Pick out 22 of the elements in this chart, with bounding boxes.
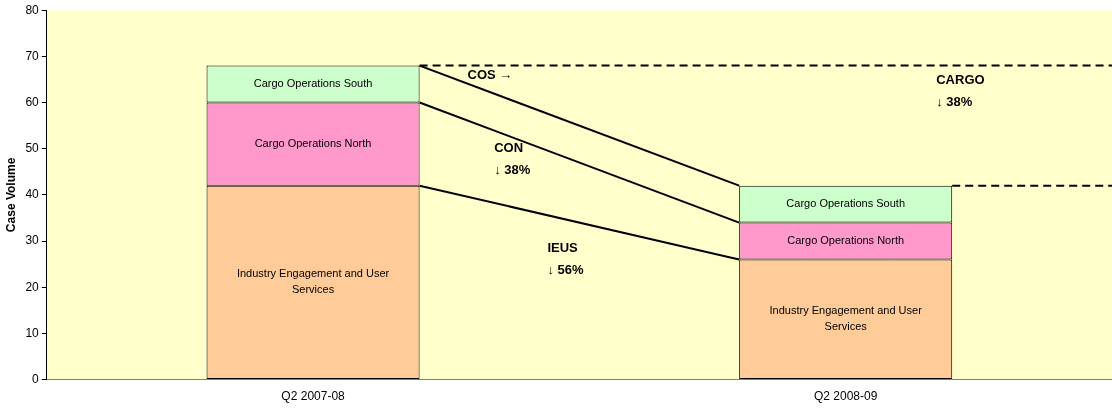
annotation: COS → — [467, 66, 513, 82]
text: Cargo Operations North — [254, 137, 372, 150]
y-tick-label: 50 — [25, 141, 40, 156]
y-axis-title: Case Volume — [3, 157, 18, 233]
annotation: IEUS ↓ 56% — [547, 240, 584, 278]
y-tick-label: 70 — [25, 48, 40, 63]
series-label: Cargo Operations South — [253, 77, 373, 90]
y-tick-label: 60 — [25, 94, 40, 109]
x-tick-label: Q2 2008-09 — [813, 389, 878, 404]
y-tick-label: 10 — [25, 325, 40, 340]
y-tick-label: 20 — [25, 279, 40, 294]
y-tick-label: 30 — [25, 233, 40, 248]
text: Industry Engagement and User Services — [236, 267, 390, 296]
y-tick-label: 40 — [25, 187, 40, 202]
y-tick-label: 80 — [25, 2, 40, 17]
y-tick-label: 0 — [32, 371, 40, 386]
series-label: Industry Engagement and User Services — [769, 304, 923, 333]
series-label: Cargo Operations North — [787, 234, 905, 247]
x-tick-label: Q2 2007-08 — [281, 389, 346, 404]
text: Cargo Operations South — [786, 197, 906, 210]
annotation: CARGO ↓ 38% — [936, 72, 985, 110]
annotation: CON ↓ 38% — [494, 140, 531, 178]
